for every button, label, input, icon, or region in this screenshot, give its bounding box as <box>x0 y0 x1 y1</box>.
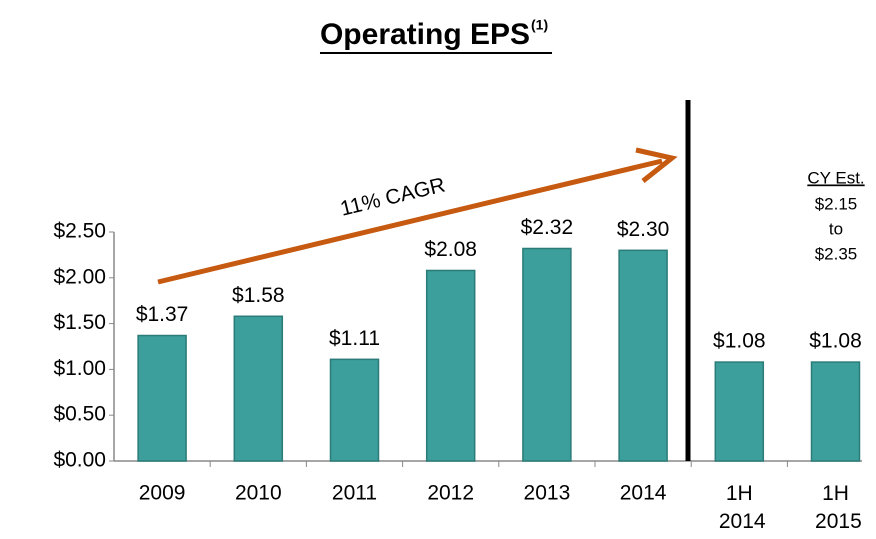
x-tick-label: 1H 2014 <box>713 482 766 533</box>
x-tick-label: 2014 <box>620 482 667 505</box>
x-tick-label: 2011 <box>332 482 377 505</box>
bar <box>522 247 572 462</box>
data-label: $1.58 <box>232 284 285 307</box>
cagr-arrow-head <box>635 147 678 183</box>
estimate-annotation: $2.35 <box>815 244 858 263</box>
y-tick-label: $2.00 <box>53 265 106 288</box>
data-label: $1.08 <box>809 330 862 353</box>
bar <box>233 315 284 462</box>
data-label: $2.30 <box>617 218 670 241</box>
estimate-annotation: to <box>829 219 843 238</box>
estimate-annotation: CY Est. <box>807 168 864 187</box>
x-tick-label: 2010 <box>235 482 282 505</box>
data-label: $1.37 <box>136 303 189 326</box>
bar <box>137 334 187 462</box>
title-superscript: (1) <box>531 17 548 33</box>
data-label: $1.08 <box>713 330 766 353</box>
bar <box>618 249 668 462</box>
x-tick-label: 1H 2015 <box>809 482 862 533</box>
estimate-annotation: $2.15 <box>815 194 858 213</box>
data-label: $2.08 <box>424 238 477 261</box>
y-tick-label: $1.50 <box>53 311 106 334</box>
data-label: $2.32 <box>521 216 574 239</box>
cagr-label: 11% CAGR <box>338 173 447 220</box>
bar <box>810 361 861 462</box>
bar <box>329 358 380 462</box>
y-tick-label: $1.00 <box>53 357 106 380</box>
cagr-arrow <box>157 158 663 285</box>
x-tick-label: 2013 <box>524 482 571 505</box>
bar <box>714 361 765 462</box>
chart-title: Operating EPS <box>320 18 530 51</box>
y-tick-label: $0.00 <box>53 449 106 472</box>
y-tick-label: $2.50 <box>53 220 106 243</box>
y-tick-label: $0.50 <box>53 403 106 426</box>
x-tick-label: 2009 <box>139 482 186 505</box>
data-label: $1.11 <box>329 327 380 350</box>
x-tick-label: 2012 <box>427 482 474 505</box>
bar <box>425 269 476 462</box>
